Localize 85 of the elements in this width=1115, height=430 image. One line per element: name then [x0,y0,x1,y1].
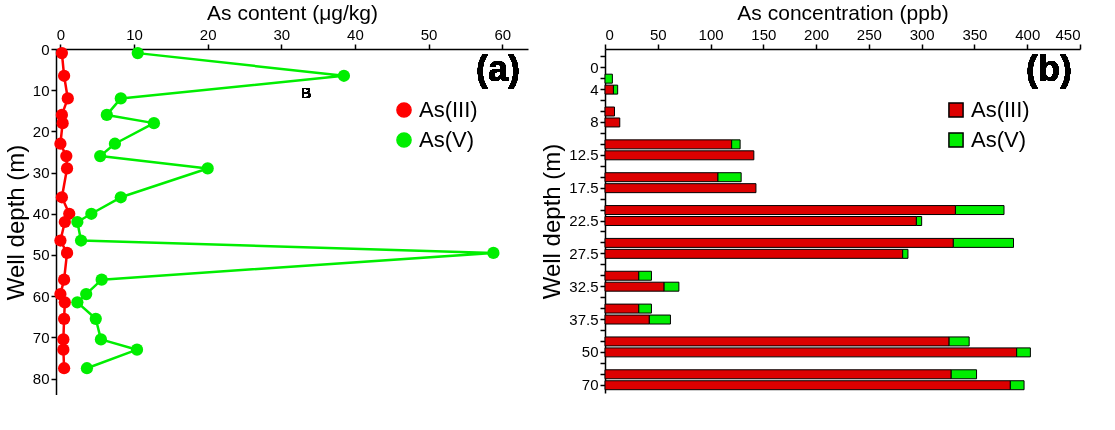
point [130,343,144,356]
point [60,149,73,163]
x-axis-title: As concentration (ppb) [737,0,949,24]
y-tick-label: 50 [32,246,50,264]
point [147,117,161,130]
legend-label: As(V) [419,127,474,152]
point [56,117,69,130]
point [337,69,351,82]
y-tick-label: 70 [32,328,50,346]
y-tick-label: 8 [590,113,599,131]
y-tick-label: 10 [32,81,50,99]
point [55,191,69,204]
x-tick-label: 0 [605,25,614,43]
x-tick-label: 0 [56,25,66,43]
y-axis-title: Well depth (m) [1,144,29,301]
x-tick-label: 10 [126,25,143,43]
x-tick-label: 20 [199,25,217,43]
point [94,149,107,163]
annotation: (b) [1026,48,1072,89]
point [74,234,88,247]
y-tick-label: 30 [32,164,50,182]
point [114,191,127,204]
x-tick-label: 40 [347,25,364,43]
point [54,137,67,150]
x-axis-title: As content (μg/kg) [207,0,378,24]
point [95,273,108,286]
legend-label: As(III) [971,97,1030,122]
y-tick-label: 32.5 [569,277,599,295]
legend-label: As(III) [419,97,478,122]
legend-label: As(V) [971,127,1026,152]
x-tick-label: 300 [909,25,935,43]
point [60,162,74,175]
point [54,234,67,247]
point [55,47,69,60]
point [71,296,84,309]
point [57,273,71,286]
point [80,287,93,301]
y-axis-title: Well depth (m) [538,143,566,300]
point [57,343,70,356]
point [61,92,74,105]
point [57,312,71,325]
y-tick-label: 20 [32,122,50,140]
point [57,333,70,346]
x-tick-label: 200 [804,25,830,43]
x-tick-label: 50 [420,25,438,43]
y-tick-label: 50 [581,343,599,361]
point [58,296,71,309]
point [58,215,71,229]
x-tick-label: 400 [1015,25,1041,43]
point [487,246,500,259]
point [114,92,127,105]
point [108,137,122,150]
x-tick-label: 350 [962,25,988,43]
y-tick-label: 12.5 [569,146,599,164]
point [71,215,84,229]
x-tick-label: 150 [751,25,777,43]
y-tick-label: 0 [41,40,50,58]
point [57,362,71,375]
point [89,312,102,325]
annotation: B [301,84,312,101]
x-tick-label: 450 [1055,25,1081,43]
x-tick-label: 60 [494,25,512,43]
y-tick-label: 27.5 [569,244,599,262]
annotation: (a) [476,48,520,89]
x-tick-label: 30 [273,25,291,43]
point [94,333,108,346]
x-tick-label: 50 [649,25,667,43]
y-tick-label: 37.5 [569,310,599,328]
y-tick-label: 80 [32,370,50,388]
y-tick-label: 70 [581,376,599,394]
y-tick-label: 22.5 [569,212,599,229]
point [85,207,98,220]
x-tick-label: 250 [856,25,882,43]
point [57,69,71,82]
x-tick-label: 100 [698,25,724,43]
y-tick-label: 0 [590,58,599,76]
y-tick-label: 17.5 [569,179,599,197]
point [60,246,74,259]
point [80,362,94,375]
y-tick-label: 60 [32,287,50,305]
point [100,108,113,122]
y-tick-label: 40 [32,205,50,223]
y-tick-label: 4 [590,80,599,98]
point [201,162,214,175]
point [131,47,144,60]
